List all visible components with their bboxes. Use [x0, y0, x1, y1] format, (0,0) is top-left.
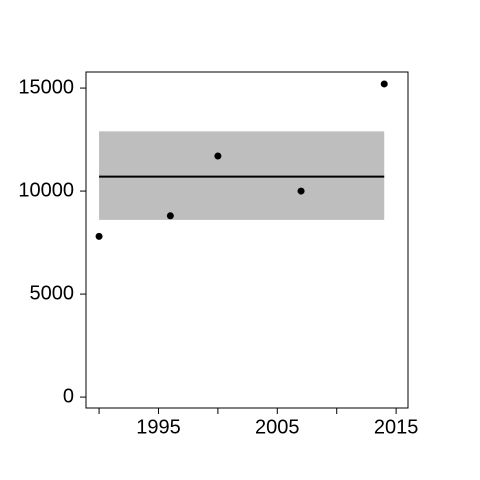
point — [95, 232, 103, 240]
y-tick-label: 15000 — [18, 76, 74, 98]
point — [297, 187, 305, 195]
x-tick-label: 1995 — [136, 416, 181, 438]
plot-frame — [85, 71, 409, 409]
point — [214, 152, 222, 160]
x-tick-label: 2015 — [374, 416, 419, 438]
x-tick-label: 2005 — [255, 416, 300, 438]
band — [99, 131, 385, 220]
point — [380, 80, 388, 88]
point — [166, 212, 174, 220]
y-tick-label: 5000 — [30, 282, 75, 304]
y-tick-label: 0 — [63, 385, 74, 407]
y-tick-label: 10000 — [18, 179, 74, 201]
